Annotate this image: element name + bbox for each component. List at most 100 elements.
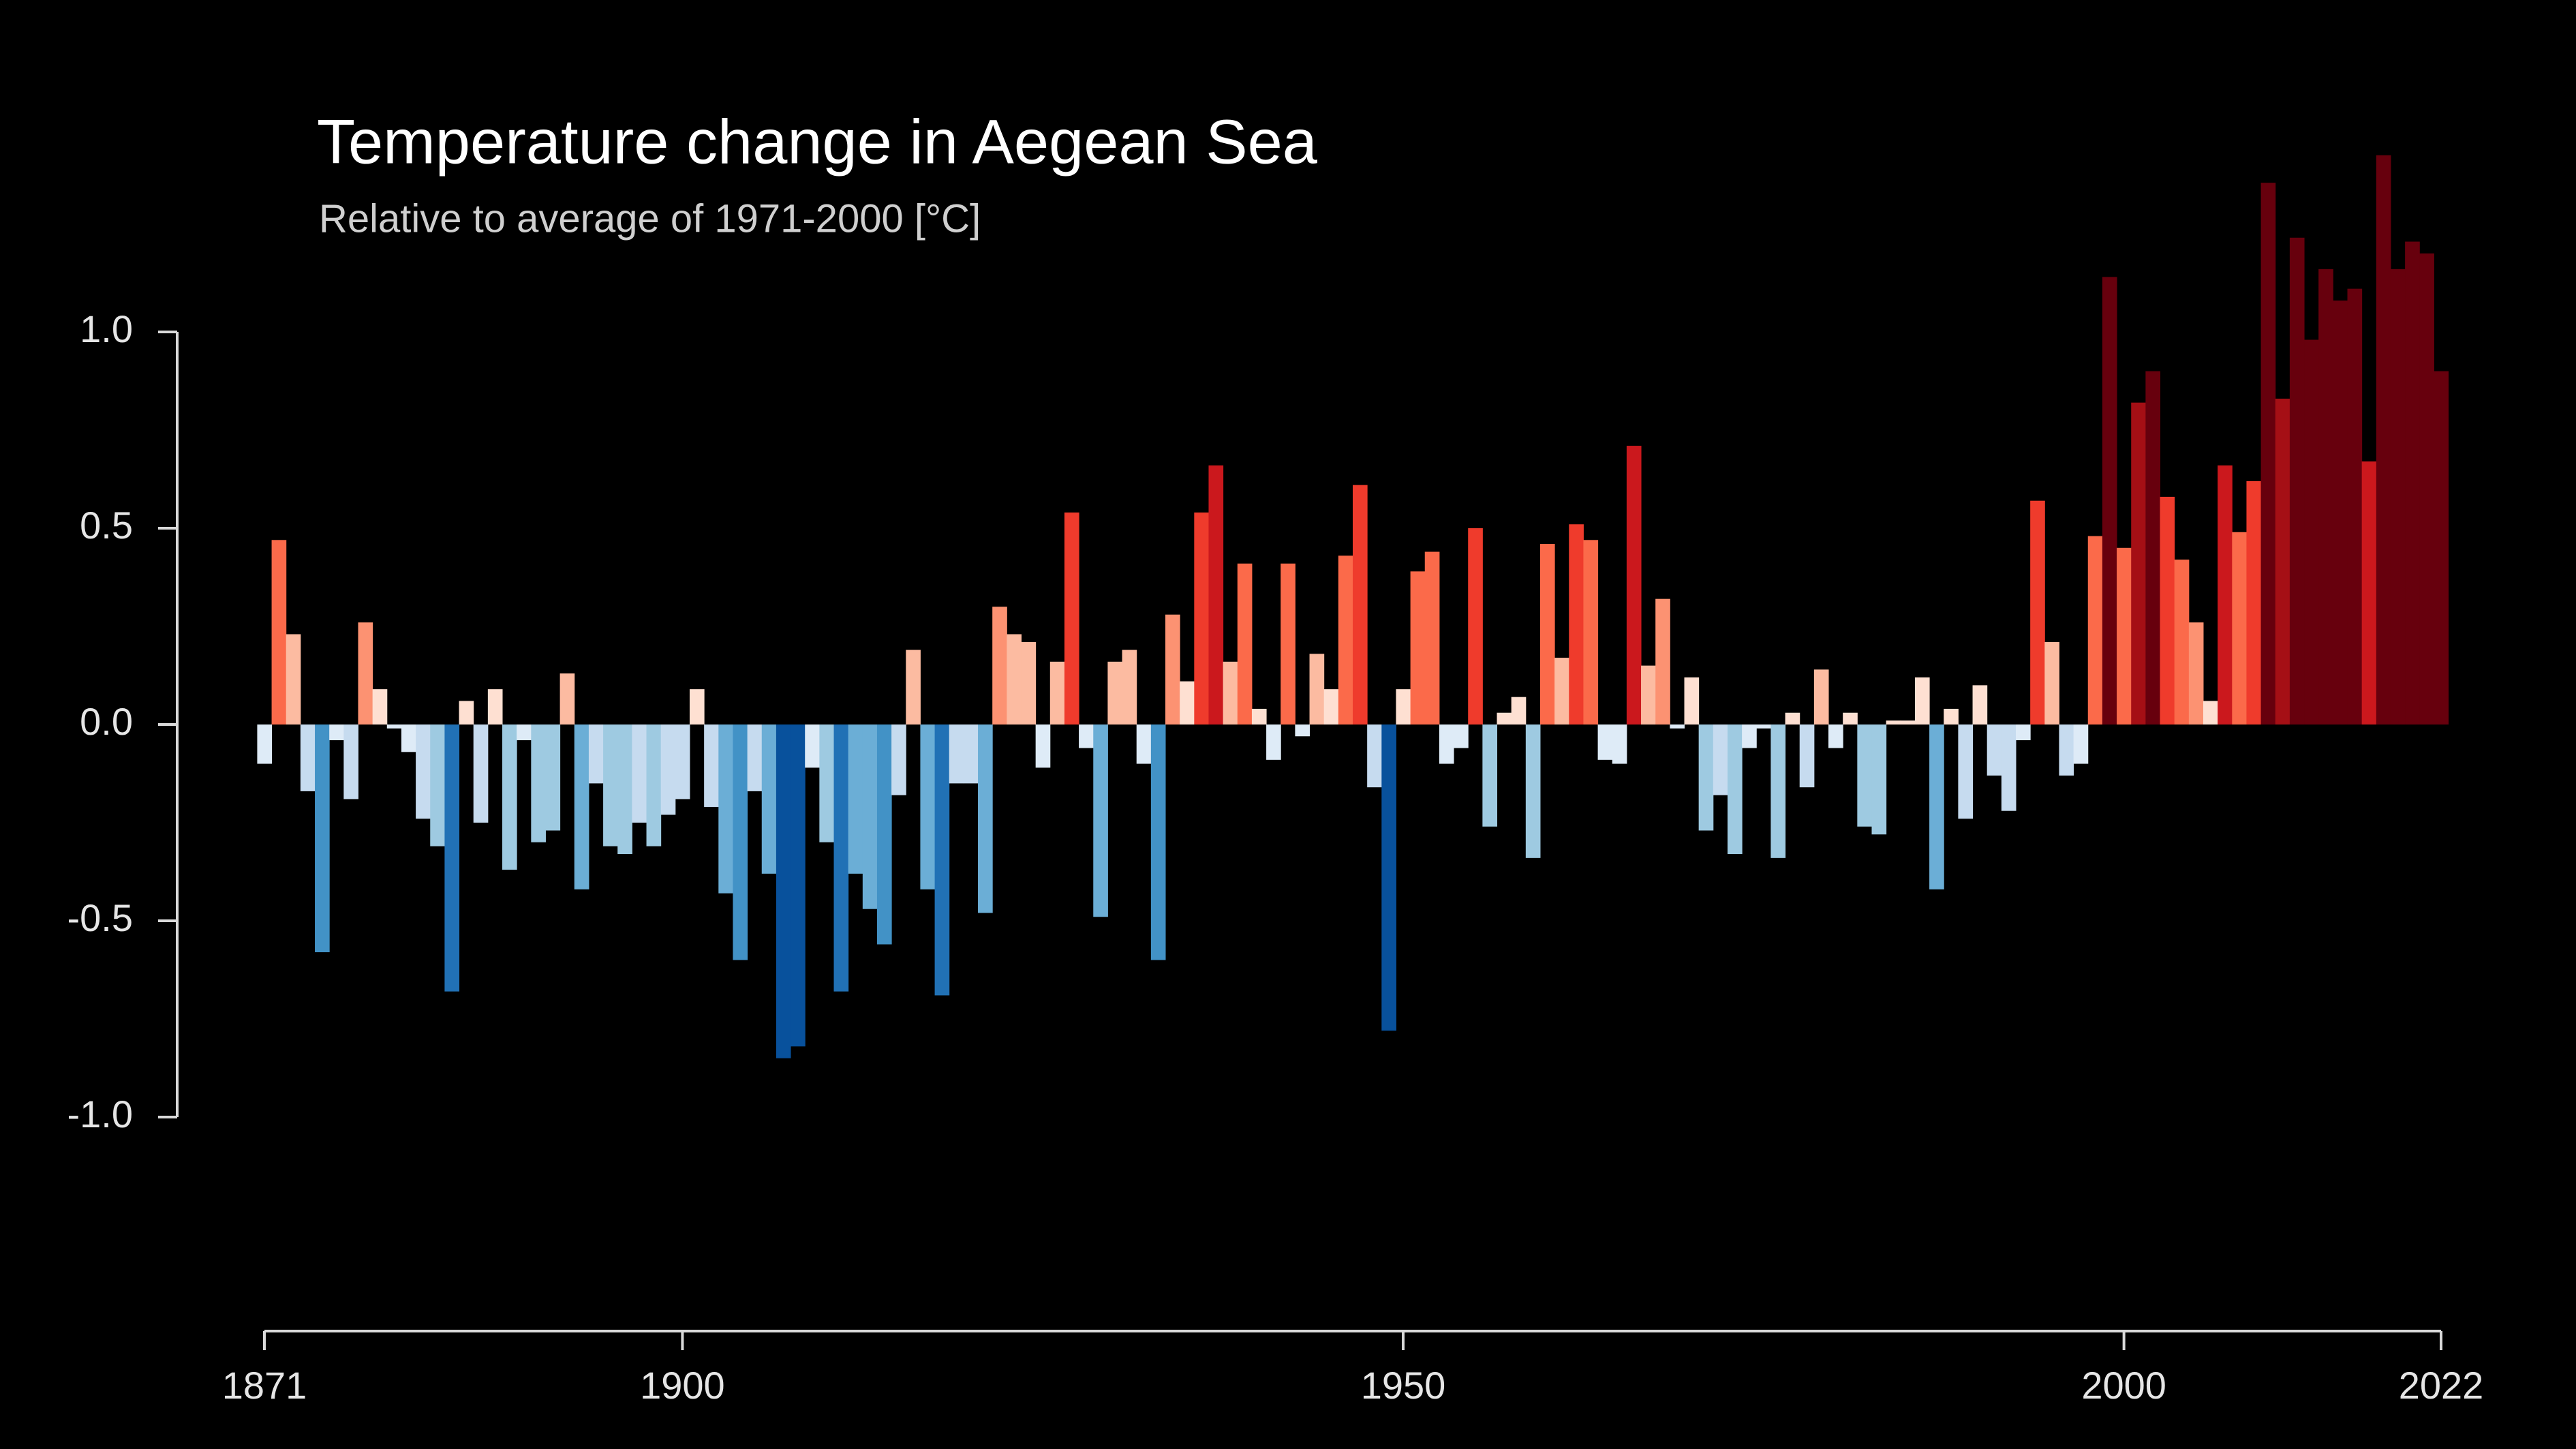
bar <box>963 724 979 784</box>
bar <box>315 724 330 953</box>
bar <box>1482 724 1498 827</box>
bar <box>791 724 806 1047</box>
bar <box>430 724 445 846</box>
y-tick-label: -1.0 <box>67 1093 134 1135</box>
bar <box>2405 241 2420 724</box>
bar <box>1626 446 1642 724</box>
bar <box>2333 300 2348 724</box>
bar <box>1150 724 1166 960</box>
y-tick-label: 0.0 <box>80 700 133 743</box>
bar <box>1353 485 1368 724</box>
bar <box>300 724 316 791</box>
bar <box>1266 724 1281 760</box>
bar <box>1987 724 2002 776</box>
bar <box>1871 724 1887 835</box>
bar <box>2030 500 2045 724</box>
bar <box>1180 681 1195 724</box>
y-tick-label: -0.5 <box>67 896 134 939</box>
bar <box>1165 614 1180 724</box>
bar <box>1424 551 1440 724</box>
bar <box>1770 724 1786 858</box>
bar <box>689 689 705 724</box>
bar <box>1338 555 1353 724</box>
bar <box>502 724 517 870</box>
bar <box>992 607 1007 724</box>
bar <box>459 701 474 724</box>
bar <box>1367 724 1382 788</box>
bar <box>1914 677 1930 724</box>
bar <box>444 724 460 992</box>
bar <box>1929 724 1944 889</box>
bar <box>2390 269 2406 725</box>
bar <box>2059 724 2074 776</box>
bar <box>1742 724 1757 748</box>
bar <box>1554 658 1569 724</box>
bar <box>1323 689 1339 724</box>
bar <box>545 724 561 831</box>
bar <box>2419 253 2434 724</box>
bar <box>1251 708 1267 724</box>
bar <box>487 689 503 724</box>
bar <box>2174 560 2190 724</box>
bar <box>2304 339 2319 724</box>
y-tick-label: 0.5 <box>80 504 133 547</box>
bar <box>2203 701 2218 724</box>
bar <box>271 540 287 724</box>
bar <box>2289 237 2305 724</box>
bar <box>588 724 604 784</box>
x-tick-label: 2000 <box>2081 1364 2166 1407</box>
bar <box>862 724 878 909</box>
bar <box>1828 724 1843 748</box>
bar <box>776 724 791 1058</box>
bar <box>2376 155 2391 725</box>
bar <box>805 724 820 768</box>
bar <box>2318 269 2333 725</box>
bar <box>1857 724 1872 827</box>
bar <box>1194 512 1209 724</box>
bar <box>2188 622 2204 724</box>
bar <box>1439 724 1454 764</box>
bar <box>1785 712 1800 724</box>
bar <box>286 634 301 724</box>
chart-subtitle: Relative to average of 1971-2000 [°C] <box>319 196 981 241</box>
bar <box>891 724 906 795</box>
bar <box>934 724 950 996</box>
bar <box>517 724 532 741</box>
x-tick-label: 1900 <box>640 1364 725 1407</box>
bar <box>906 650 921 724</box>
bar <box>1381 724 1396 1031</box>
bar <box>920 724 936 889</box>
bar <box>531 724 546 842</box>
bar <box>1713 724 1728 795</box>
bar <box>1756 724 1771 729</box>
bar <box>1079 724 1094 748</box>
bar <box>833 724 849 992</box>
bar <box>1396 689 1411 724</box>
bar <box>416 724 431 819</box>
bar <box>660 724 676 815</box>
bar <box>704 724 719 807</box>
bar <box>2275 398 2290 724</box>
bar <box>949 724 964 784</box>
bar <box>2434 371 2449 724</box>
bar <box>603 724 618 846</box>
bar <box>1281 563 1295 724</box>
bar <box>1799 724 1815 788</box>
bar <box>978 724 993 913</box>
bar <box>1511 697 1527 724</box>
bar <box>675 724 690 799</box>
bar <box>386 724 402 729</box>
bar <box>718 724 733 894</box>
bar <box>358 622 373 724</box>
bar <box>2016 724 2031 741</box>
bar <box>1295 724 1310 737</box>
bar <box>1007 634 1022 724</box>
bar <box>1309 654 1325 724</box>
chart-title: Temperature change in Aegean Sea <box>317 107 1318 177</box>
bar <box>2246 481 2262 724</box>
bar <box>1569 524 1584 724</box>
bar <box>1900 720 1916 724</box>
bar <box>1539 544 1555 724</box>
bar <box>574 724 589 889</box>
